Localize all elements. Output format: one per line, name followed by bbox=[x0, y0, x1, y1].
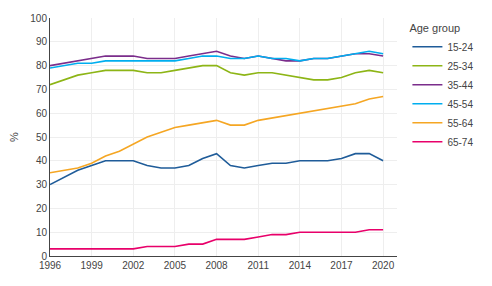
svg-text:100: 100 bbox=[30, 13, 47, 24]
svg-text:%: % bbox=[8, 132, 20, 142]
svg-text:1996: 1996 bbox=[39, 260, 62, 271]
svg-text:0: 0 bbox=[41, 251, 47, 262]
svg-text:65-74: 65-74 bbox=[447, 137, 473, 148]
svg-text:25-34: 25-34 bbox=[447, 61, 473, 72]
svg-text:45-54: 45-54 bbox=[447, 99, 473, 110]
svg-text:2005: 2005 bbox=[164, 260, 187, 271]
svg-text:Age group: Age group bbox=[409, 22, 460, 34]
svg-text:2017: 2017 bbox=[330, 260, 353, 271]
svg-text:50: 50 bbox=[36, 132, 48, 143]
svg-text:10: 10 bbox=[36, 227, 48, 238]
svg-text:2020: 2020 bbox=[372, 260, 395, 271]
svg-text:15-24: 15-24 bbox=[447, 42, 473, 53]
svg-text:2014: 2014 bbox=[289, 260, 312, 271]
svg-text:2002: 2002 bbox=[122, 260, 145, 271]
svg-text:20: 20 bbox=[36, 203, 48, 214]
svg-text:2008: 2008 bbox=[205, 260, 228, 271]
svg-text:60: 60 bbox=[36, 108, 48, 119]
svg-text:90: 90 bbox=[36, 36, 48, 47]
svg-text:30: 30 bbox=[36, 179, 48, 190]
svg-text:80: 80 bbox=[36, 60, 48, 71]
svg-text:1999: 1999 bbox=[81, 260, 104, 271]
svg-text:70: 70 bbox=[36, 84, 48, 95]
svg-text:2011: 2011 bbox=[247, 260, 269, 271]
svg-text:55-64: 55-64 bbox=[447, 118, 473, 129]
svg-text:35-44: 35-44 bbox=[447, 80, 473, 91]
svg-text:40: 40 bbox=[36, 155, 48, 166]
